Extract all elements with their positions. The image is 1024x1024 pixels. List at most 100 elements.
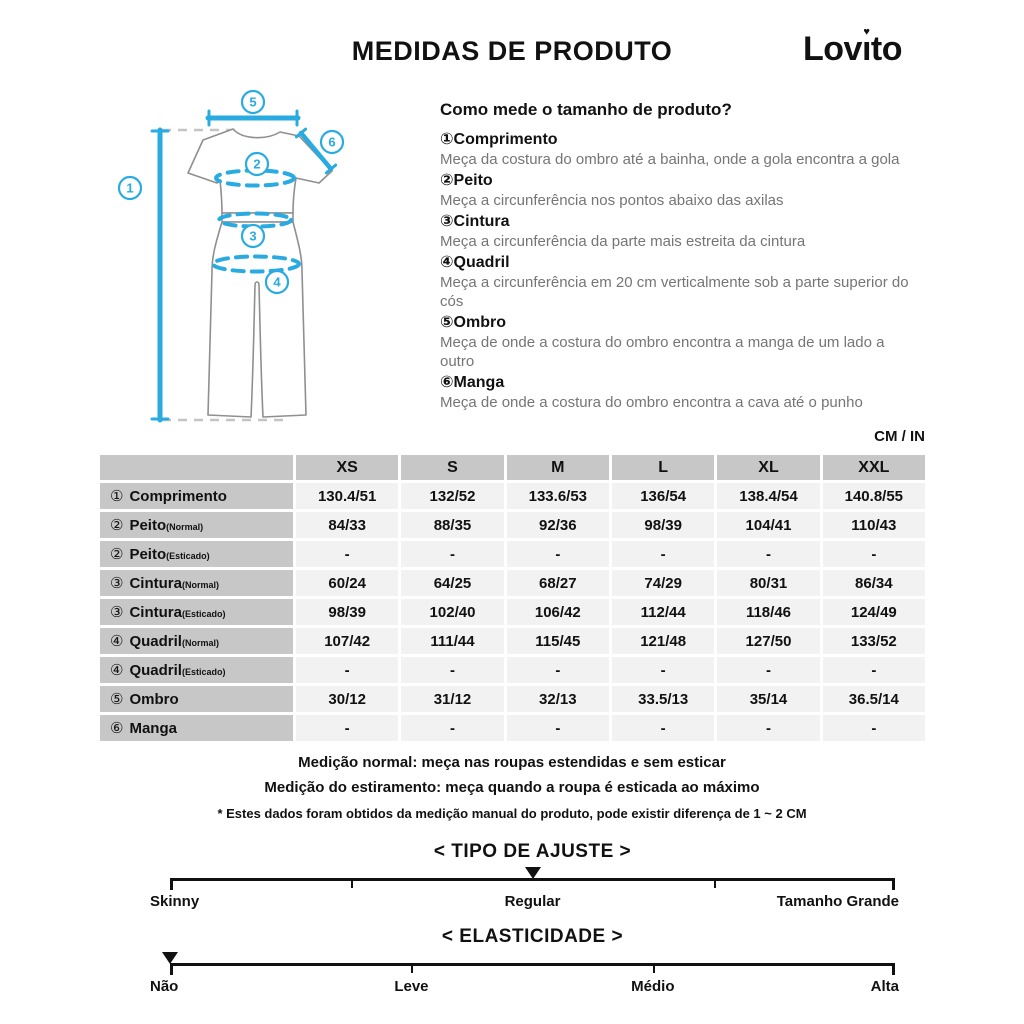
note-normal: Medição normal: meça nas roupas estendid…	[298, 754, 726, 771]
instruction-item-desc: Meça da costura do ombro até a bainha, o…	[440, 151, 900, 168]
table-cell: 138.4/54	[717, 483, 820, 509]
table-cell: 98/39	[612, 512, 715, 538]
row-label-ombro: ⑤ Ombro	[100, 686, 293, 712]
brand-text-pre: Lov	[803, 30, 862, 68]
table-cell: -	[506, 541, 609, 567]
elasticity-label-leve: Leve	[394, 978, 429, 995]
table-corner-cell	[100, 455, 293, 480]
item-number: ⑥	[440, 374, 454, 391]
note-stretch: Medição do estiramento: meça quando a ro…	[264, 779, 760, 796]
table-cell: -	[401, 715, 504, 741]
column-header-l: L	[612, 455, 715, 480]
svg-text:3: 3	[249, 229, 256, 244]
row-label-peito-normal: ② Peito (Normal)	[100, 512, 293, 538]
fit-scale-title: < TIPO DE AJUSTE >	[433, 841, 632, 862]
sleeve-measure-line	[298, 130, 334, 172]
garment-measurement-diagram: 5 6 1 2 3 4	[117, 89, 345, 423]
item-name: Cintura	[453, 213, 510, 230]
scale-end-cap-right	[892, 963, 895, 975]
table-cell: 31/12	[401, 686, 504, 712]
row-marker: ④	[110, 633, 124, 650]
table-cell: 80/31	[717, 570, 820, 596]
table-cell: 86/34	[822, 570, 925, 596]
item-name: Quadril	[453, 254, 510, 271]
instruction-item-desc: Meça de onde a costura do ombro encontra…	[440, 334, 885, 370]
row-sub: (Esticado)	[181, 667, 226, 677]
row-label-manga: ⑥ Manga	[100, 715, 293, 741]
item-name: Comprimento	[453, 131, 558, 148]
page-title: MEDIDAS DE PRODUTO	[351, 36, 673, 66]
marker-1-icon: 1	[117, 175, 143, 201]
column-header-xxl: XXL	[822, 455, 925, 480]
table-cell: 107/42	[296, 628, 399, 654]
measurement-notes: Medição normal: meça nas roupas estendid…	[0, 750, 1024, 821]
row-marker: ⑥	[110, 720, 124, 737]
row-label-peito-esticado: ② Peito (Esticado)	[100, 541, 293, 567]
table-cell: 130.4/51	[296, 483, 399, 509]
fit-type-scale: < TIPO DE AJUSTE > Skinny Regular Tamanh…	[150, 841, 899, 913]
table-cell: 35/14	[717, 686, 820, 712]
svg-text:5: 5	[249, 95, 256, 110]
marker-6-icon: 6	[319, 129, 345, 155]
marker-3-icon: 3	[240, 223, 266, 249]
elasticity-scale-title: < ELASTICIDADE >	[441, 926, 624, 947]
table-cell: -	[296, 715, 399, 741]
fit-label-skinny: Skinny	[150, 893, 200, 910]
table-cell: 74/29	[612, 570, 715, 596]
table-cell: -	[717, 541, 820, 567]
scale-line	[170, 963, 895, 966]
table-cell: 88/35	[401, 512, 504, 538]
elasticity-label-medio: Médio	[631, 978, 675, 995]
measuring-instructions: Como mede o tamanho de produto? ①Comprim…	[440, 100, 935, 413]
instruction-item-desc: Meça de onde a costura do ombro encontra…	[440, 394, 863, 411]
hip-measure-ellipse	[211, 254, 301, 274]
table-cell: 118/46	[717, 599, 820, 625]
item-name: Peito	[453, 172, 493, 189]
measurement-annotations	[150, 109, 338, 423]
row-label-comprimento: ① Comprimento	[100, 483, 293, 509]
table-cell: 112/44	[612, 599, 715, 625]
row-name: Quadril	[129, 632, 182, 650]
table-cell: -	[401, 657, 504, 683]
instruction-item-heading: ④Quadril	[440, 252, 935, 273]
table-cell: 33.5/13	[612, 686, 715, 712]
instruction-item-heading: ③Cintura	[440, 211, 935, 232]
table-cell: -	[717, 715, 820, 741]
instruction-item-heading: ②Peito	[440, 170, 935, 191]
table-cell: 132/52	[401, 483, 504, 509]
table-cell: 98/39	[296, 599, 399, 625]
item-number: ③	[440, 213, 454, 230]
scale-tick	[411, 963, 414, 973]
scale-end-cap-left	[170, 878, 173, 890]
row-label-quadril-esticado: ④ Quadril (Esticado)	[100, 657, 293, 683]
marker-4-icon: 4	[264, 269, 290, 295]
row-sub: (Esticado)	[166, 551, 210, 561]
item-number: ⑤	[440, 314, 454, 331]
svg-text:6: 6	[328, 135, 335, 150]
column-header-xs: XS	[296, 455, 399, 480]
item-number: ①	[440, 131, 454, 148]
brand-letter-i: ı ♥	[862, 27, 871, 69]
table-cell: -	[296, 657, 399, 683]
row-marker: ③	[110, 604, 124, 621]
table-cell: 140.8/55	[822, 483, 925, 509]
row-label-cintura-esticado: ③ Cintura (Esticado)	[100, 599, 293, 625]
instruction-item-heading: ⑥Manga	[440, 372, 935, 393]
elasticity-scale-track	[162, 952, 895, 975]
column-header-xl: XL	[717, 455, 820, 480]
row-sub: (Normal)	[166, 522, 204, 532]
sleeve-cap-bottom	[324, 163, 338, 175]
instruction-item-desc: Meça a circunferência em 20 cm verticalm…	[440, 274, 909, 310]
table-cell: 84/33	[296, 512, 399, 538]
row-marker: ②	[110, 546, 124, 563]
table-cell: 136/54	[612, 483, 715, 509]
table-cell: -	[401, 541, 504, 567]
sleeve-cap-top	[294, 127, 308, 139]
table-cell: 68/27	[506, 570, 609, 596]
table-cell: -	[822, 657, 925, 683]
scale-end-cap-left	[170, 963, 173, 975]
size-table: XS S M L XL XXL ① Comprimento 130.4/51 13…	[100, 455, 925, 741]
table-cell: 121/48	[612, 628, 715, 654]
item-name: Ombro	[453, 314, 506, 331]
table-cell: 133.6/53	[506, 483, 609, 509]
